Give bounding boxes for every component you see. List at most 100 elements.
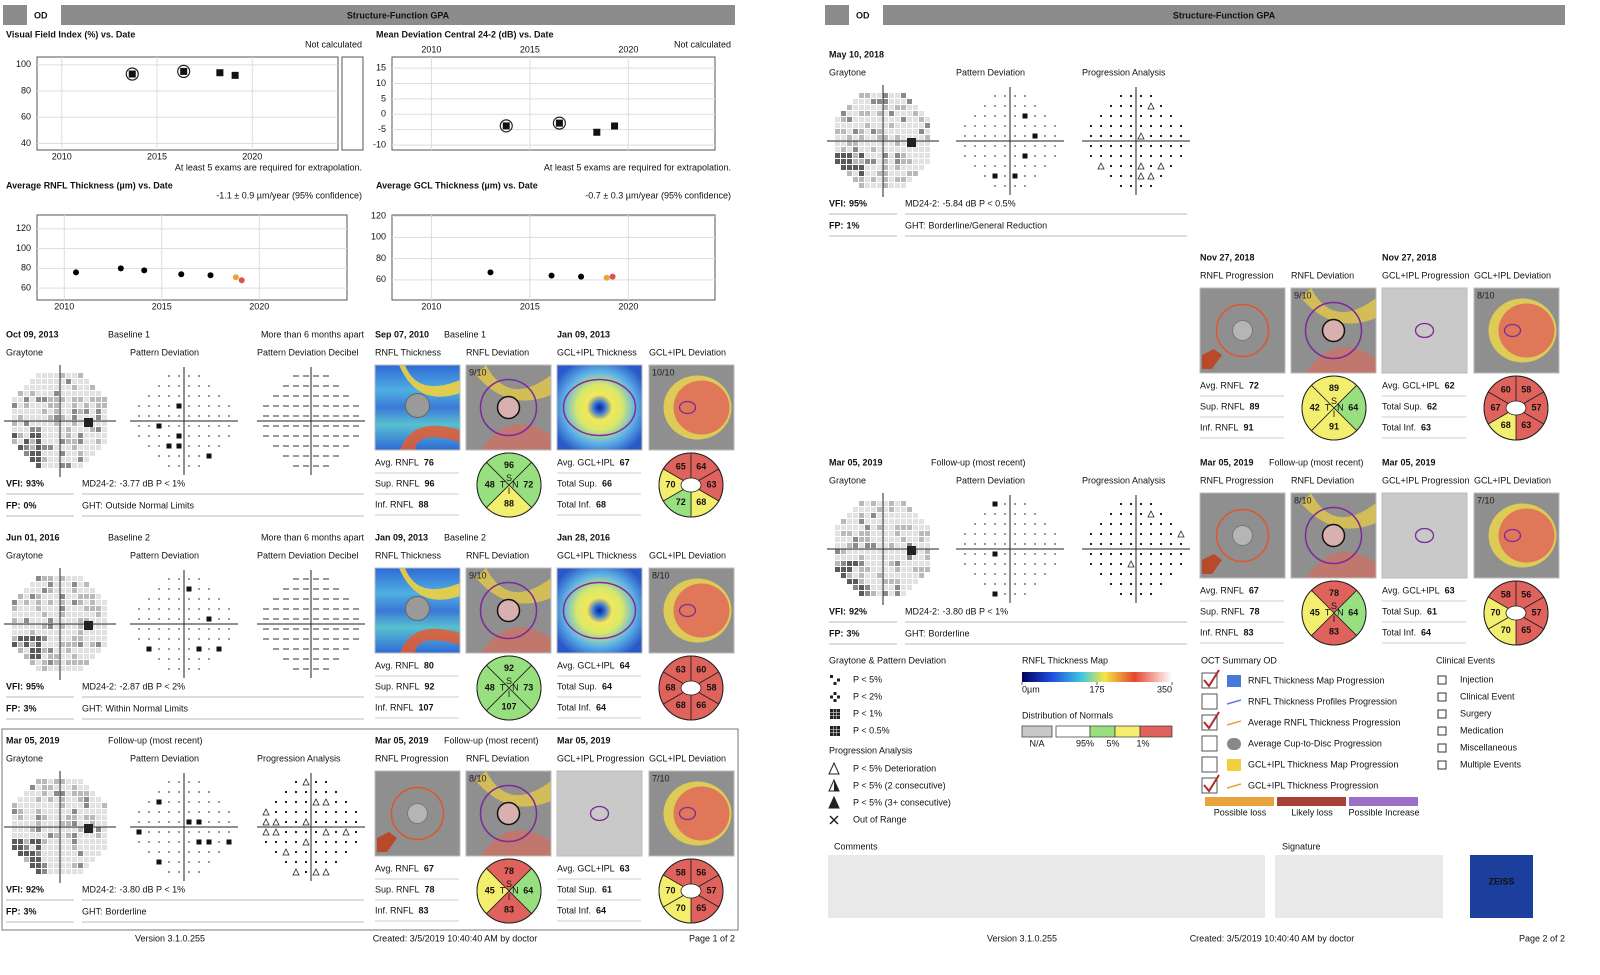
graytone-cell [841, 537, 846, 542]
graytone-cell [42, 797, 47, 802]
oct-image [374, 567, 461, 654]
graytone-cell [66, 600, 71, 605]
graytone-cell [895, 111, 900, 116]
legend-item: P < 1% [853, 708, 882, 718]
graytone-cell [54, 403, 59, 408]
graytone-cell [90, 403, 95, 408]
graytone-cell [60, 642, 65, 647]
decibel-mark [333, 598, 339, 600]
field-value: 1% [847, 220, 860, 230]
graytone-cell [36, 379, 41, 384]
graytone-cell [84, 797, 89, 802]
graytone-cell [36, 803, 41, 808]
change-swatch [1277, 797, 1346, 806]
deviation-dot [1024, 523, 1026, 525]
graytone-cell [883, 591, 888, 596]
graytone-cell [913, 561, 918, 566]
graytone-cell [54, 803, 59, 808]
graytone-cell [847, 123, 852, 128]
graytone-cell [42, 409, 47, 414]
graytone-cell [925, 153, 930, 158]
decibel-mark [333, 385, 339, 387]
graytone-cell [12, 803, 17, 808]
deviation-dot [188, 831, 190, 833]
graytone-cell [84, 594, 89, 599]
deviation-dot [1044, 145, 1046, 147]
graytone-cell [835, 531, 840, 536]
graytone-cell [889, 165, 894, 170]
graytone-cell [877, 147, 882, 152]
progression-dot [1140, 95, 1142, 97]
graytone-cell [48, 779, 53, 784]
deviation-dot [208, 425, 210, 427]
view-label: Graytone [829, 475, 866, 485]
graytone-cell [901, 531, 906, 536]
graytone-cell [102, 415, 107, 420]
progression-dot [1170, 135, 1172, 137]
graytone-cell [871, 171, 876, 176]
progression-dot [285, 861, 287, 863]
change-swatch [1349, 797, 1418, 806]
deviation-dot [198, 618, 200, 620]
progression-dot [1120, 185, 1122, 187]
graytone-cell [60, 821, 65, 826]
graytone-cell [853, 123, 858, 128]
progression-dot [1180, 155, 1182, 157]
graytone-cell [96, 821, 101, 826]
change-label: Possible loss [1214, 807, 1267, 817]
legend-symbol [833, 699, 837, 702]
progression-dot [1180, 553, 1182, 555]
graytone-cell [36, 445, 41, 450]
fovea-ellipse [589, 805, 610, 822]
decibel-mark [293, 638, 299, 640]
graytone-cell [847, 117, 852, 122]
header-block [825, 5, 849, 25]
deviation-mark [146, 646, 152, 652]
graytone-cell [60, 439, 65, 444]
decibel-mark [313, 658, 319, 660]
stat-value: 91 [1244, 422, 1254, 432]
graytone-cell [90, 588, 95, 593]
graytone-cell [102, 833, 107, 838]
sector-value: 83 [504, 905, 514, 915]
deviation-dot [148, 801, 150, 803]
deviation-dot [178, 425, 180, 427]
sector-outline [476, 655, 542, 721]
graytone-cell [54, 666, 59, 671]
deviation-dot [1054, 553, 1056, 555]
graytone-cell [96, 397, 101, 402]
y-tick-label: 80 [21, 85, 31, 95]
deviation-dot [198, 435, 200, 437]
graytone-cell [883, 537, 888, 542]
graytone-cell [907, 579, 912, 584]
graytone-cell [78, 612, 83, 617]
baseline-ring [125, 67, 139, 81]
stat-label: Total Sup. [557, 884, 597, 894]
graytone-cell [859, 561, 864, 566]
graytone-cell [847, 567, 852, 572]
graytone-cell [30, 827, 35, 832]
deviation-dot [1004, 543, 1006, 545]
graytone-cell [78, 624, 83, 629]
graytone-cell [90, 600, 95, 605]
deviation-dot [148, 638, 150, 640]
oct-date: Mar 05, 2019 [557, 735, 611, 745]
data-point [609, 273, 616, 280]
progression-dot [1110, 155, 1112, 157]
image-label: RNFL Deviation [1291, 270, 1354, 280]
graytone-cell [42, 421, 47, 426]
sector-value: 57 [706, 885, 716, 895]
progression-triangle [322, 798, 330, 806]
graytone-cell [925, 567, 930, 572]
deviation-dot [1034, 155, 1036, 157]
progression-dot [1130, 115, 1132, 117]
legend-symbol [833, 712, 837, 716]
graytone-cell [12, 427, 17, 432]
graytone-cell [102, 845, 107, 850]
deviation-zone [673, 380, 730, 435]
deviation-dot [984, 115, 986, 117]
graytone-cell [865, 147, 870, 152]
graytone-cell [96, 827, 101, 832]
view-label: Progression Analysis [1082, 67, 1166, 77]
stat-value: 67 [620, 457, 630, 467]
